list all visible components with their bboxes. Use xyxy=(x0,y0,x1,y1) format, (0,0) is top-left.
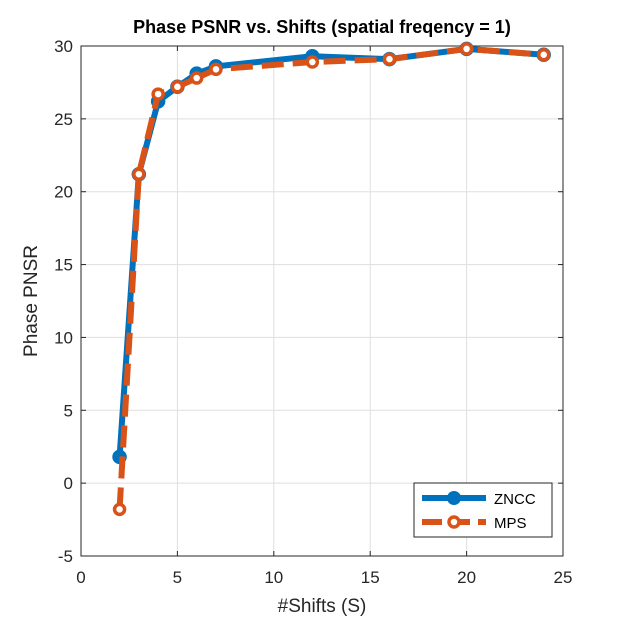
x-tick-label: 0 xyxy=(76,568,85,587)
legend-box xyxy=(413,482,553,538)
legend-marker-zncc xyxy=(447,491,461,505)
y-tick-label: 10 xyxy=(54,328,73,347)
data-point-mps xyxy=(132,167,146,181)
y-tick-label: 0 xyxy=(64,474,73,493)
data-point-mps xyxy=(382,52,397,66)
x-tick-label: 20 xyxy=(457,568,476,587)
y-tick-label: 15 xyxy=(54,256,73,275)
y-tick-label: 20 xyxy=(54,183,73,202)
series-line-mps xyxy=(116,45,544,510)
x-axis-label: #Shifts (S) xyxy=(278,596,367,617)
data-point-mps xyxy=(536,47,551,62)
x-tick-label: 10 xyxy=(264,568,283,587)
axes xyxy=(80,45,564,557)
y-axis-label: Phase PNSR xyxy=(21,245,42,357)
data-point-mps xyxy=(112,502,127,517)
data-point-mps xyxy=(170,80,185,94)
y-tick-label: -5 xyxy=(58,547,73,566)
legend-label-zncc: ZNCC xyxy=(494,491,536,508)
legend-label-mps: MPS xyxy=(494,515,527,532)
y-tick-label: 5 xyxy=(64,401,73,420)
chart-title: Phase PSNR vs. Shifts (spatial freqency … xyxy=(133,17,511,37)
x-tick-label: 5 xyxy=(173,568,182,587)
legend: ZNCC MPS xyxy=(413,482,553,538)
data-point-mps xyxy=(209,62,223,77)
data-point-mps xyxy=(151,87,165,101)
y-tick-labels: -5 0 5 10 15 20 25 30 xyxy=(54,37,73,566)
data-point-mps xyxy=(459,42,474,56)
axes-box xyxy=(80,45,564,557)
legend-marker-mps xyxy=(447,515,461,529)
plot-area xyxy=(81,46,563,556)
y-tick-label: 25 xyxy=(54,110,73,129)
series-mps xyxy=(112,42,551,517)
series xyxy=(112,41,551,517)
x-tick-label: 25 xyxy=(554,568,573,587)
x-tick-labels: 0 5 10 15 20 25 xyxy=(76,568,572,587)
data-point-mps xyxy=(305,55,320,69)
data-point-mps xyxy=(189,71,204,85)
y-tick-label: 30 xyxy=(54,37,73,56)
x-tick-label: 15 xyxy=(361,568,380,587)
